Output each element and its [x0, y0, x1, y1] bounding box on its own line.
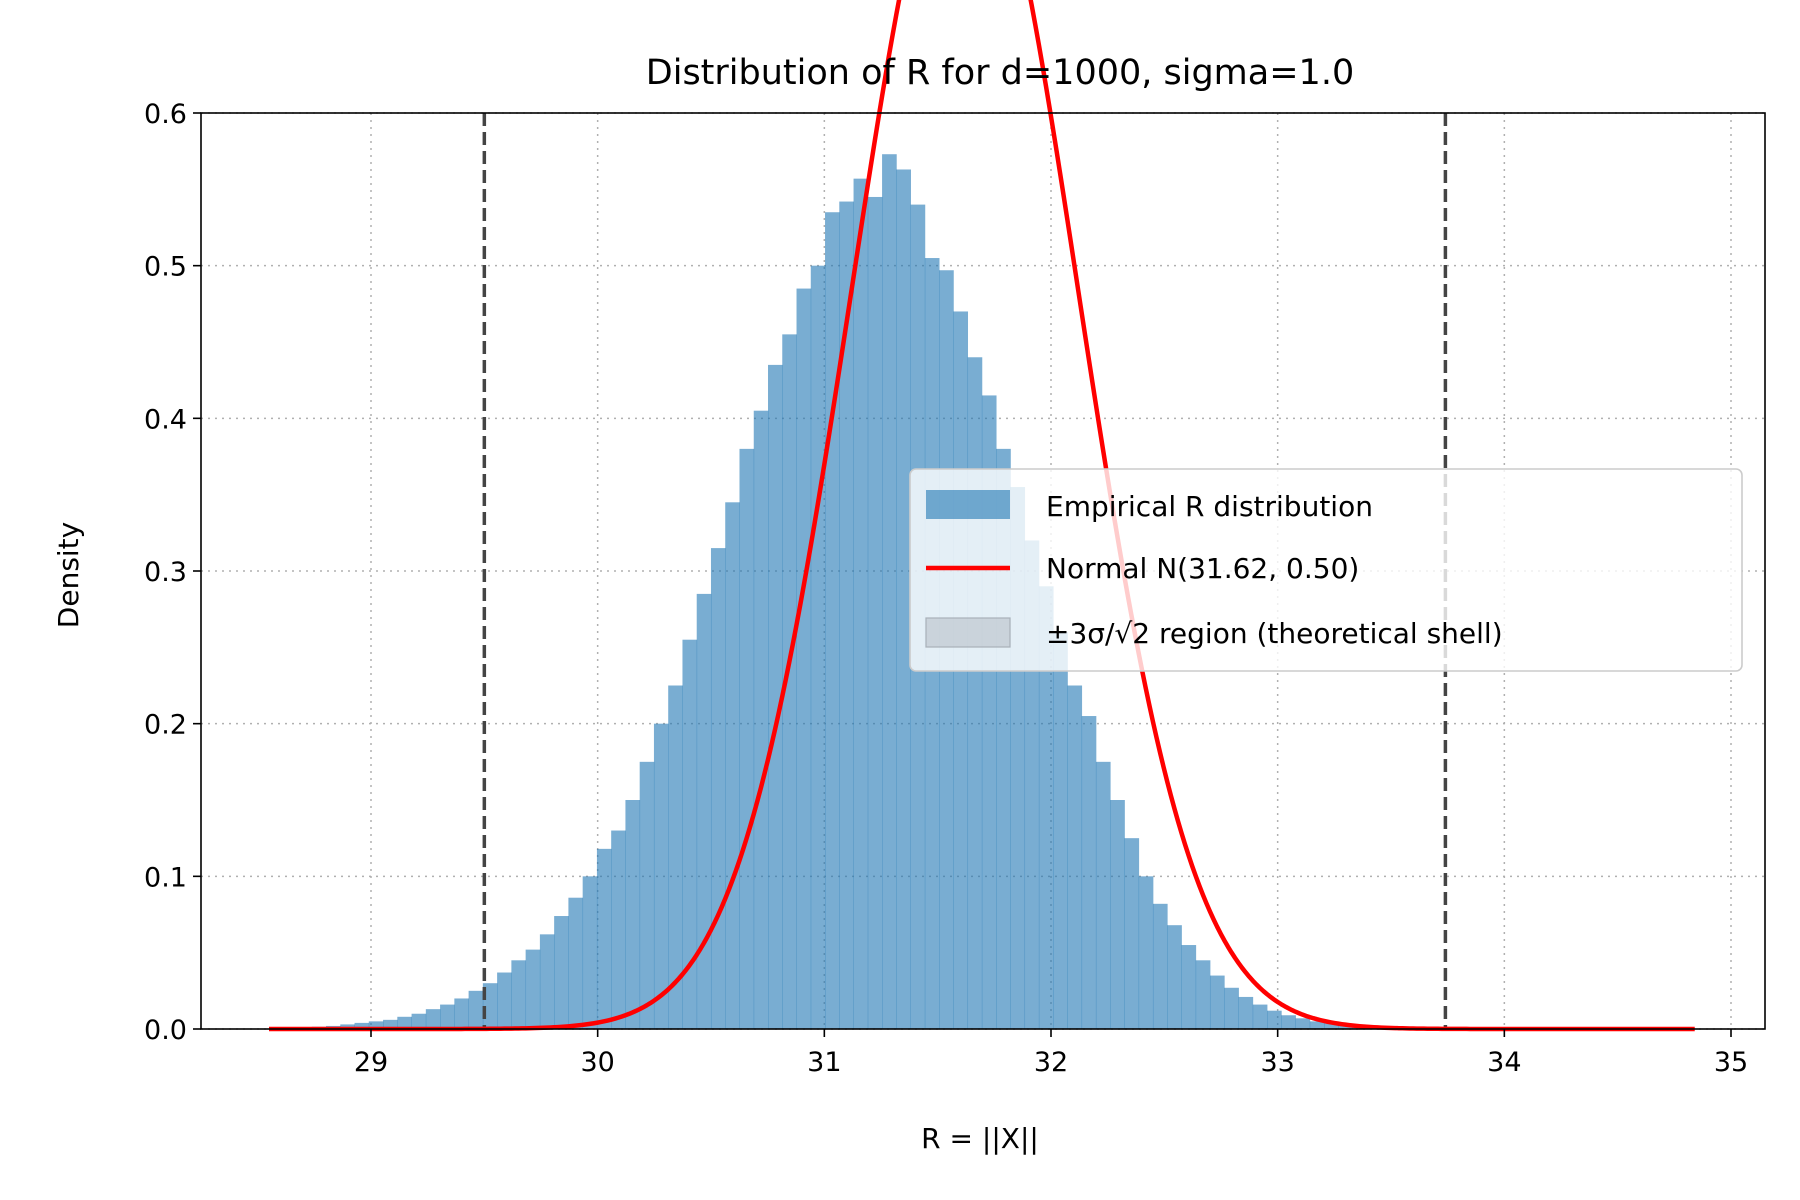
histogram-bar [1195, 960, 1211, 1029]
histogram-bar [368, 1021, 384, 1029]
histogram-bar [354, 1022, 370, 1029]
histogram-bar [554, 916, 569, 1029]
histogram-bar [1067, 685, 1083, 1029]
axis-ticks: 29 30 31 32 33 34 35 0.0 0.1 0.2 0.3 0.4 0.5 0.6 [144, 99, 1748, 1078]
histogram-bar [411, 1013, 427, 1029]
histogram-bar [710, 548, 726, 1029]
histogram-bar [1267, 1010, 1282, 1029]
histogram-bar [397, 1016, 412, 1029]
histogram-bar [611, 830, 626, 1029]
histogram-bar [1167, 925, 1182, 1029]
legend-swatch-histogram [926, 490, 1010, 519]
x-tick-label: 34 [1487, 1047, 1521, 1078]
histogram-bar [796, 288, 812, 1030]
histogram-bar [839, 201, 854, 1030]
histogram-bar [497, 972, 512, 1029]
x-axis-label: R = ||X|| [921, 1122, 1039, 1155]
histogram-bar [725, 502, 740, 1029]
histogram-bar [668, 685, 683, 1029]
histogram-bar [511, 960, 527, 1029]
histogram-bar [482, 983, 498, 1029]
legend-frame [909, 468, 1743, 672]
histogram-bar [468, 990, 484, 1029]
legend-label-shell-region: ±3σ/√2 region (theoretical shell) [1046, 617, 1503, 650]
histogram-bar [1038, 586, 1054, 1029]
histogram-bar [582, 876, 598, 1029]
y-tick-label: 0.2 [144, 710, 187, 741]
y-tick-label: 0.3 [144, 557, 187, 588]
histogram-bar [1324, 1022, 1339, 1029]
legend: Empirical R distribution Normal N(31.62,… [909, 468, 1743, 672]
histogram-bar [682, 639, 698, 1029]
histogram-bar [383, 1019, 398, 1029]
histogram-bar [825, 212, 840, 1029]
histogram-bar [739, 448, 755, 1029]
histogram-bar [768, 364, 783, 1029]
y-tick-label: 0.0 [144, 1015, 187, 1046]
histogram-bar [967, 357, 983, 1029]
y-tick-label: 0.1 [144, 862, 187, 893]
histogram-bar [1281, 1015, 1296, 1029]
x-tick-label: 29 [354, 1047, 388, 1078]
histogram-bar [1252, 1004, 1268, 1029]
histogram-bar [1081, 716, 1097, 1029]
histogram-bar [1095, 761, 1111, 1029]
histogram-bar [896, 169, 911, 1029]
histogram-bar [1110, 800, 1125, 1029]
histogram-bar [1181, 945, 1197, 1029]
legend-label-normal-curve: Normal N(31.62, 0.50) [1046, 552, 1359, 585]
x-tick-label: 31 [807, 1047, 841, 1078]
histogram-bar [425, 1009, 441, 1029]
x-tick-label: 32 [1034, 1047, 1068, 1078]
histogram-bar [568, 897, 584, 1029]
histogram-bar [696, 593, 712, 1029]
histogram-bar [653, 723, 669, 1029]
histogram-bar [753, 410, 769, 1029]
histogram-bar [1309, 1021, 1325, 1029]
histogram-bar [625, 800, 641, 1029]
histogram-bar [440, 1004, 455, 1029]
histogram-bar [639, 761, 655, 1029]
histogram-bar [454, 998, 470, 1029]
histogram-bar [1238, 996, 1254, 1029]
histogram-bar [596, 848, 612, 1029]
x-tick-label: 30 [580, 1047, 614, 1078]
histogram-bar [1053, 632, 1068, 1029]
histogram-bar [1152, 903, 1168, 1029]
histogram-bar [1295, 1018, 1311, 1029]
histogram-bar [853, 178, 869, 1029]
y-tick-label: 0.5 [144, 252, 187, 283]
histogram-bar [1138, 876, 1154, 1029]
histogram-bar [1124, 838, 1140, 1029]
legend-label-histogram: Empirical R distribution [1046, 490, 1373, 523]
histogram-bar [539, 934, 555, 1029]
histogram-bar [810, 265, 826, 1030]
x-tick-label: 35 [1714, 1047, 1748, 1078]
y-tick-label: 0.4 [144, 404, 187, 435]
histogram-bar [882, 154, 897, 1030]
histogram-bar [1224, 987, 1239, 1029]
x-tick-label: 33 [1260, 1047, 1294, 1078]
histogram-bar [525, 949, 541, 1029]
histogram-bar [340, 1024, 355, 1029]
chart-title: Distribution of R for d=1000, sigma=1.0 [646, 53, 1354, 93]
y-tick-label: 0.6 [144, 99, 187, 130]
histogram-bar [1209, 975, 1225, 1029]
histogram-bar [782, 334, 797, 1029]
legend-swatch-shell-region [925, 617, 1011, 648]
histogram-bar [867, 196, 883, 1029]
y-axis-label: Density [52, 522, 85, 628]
